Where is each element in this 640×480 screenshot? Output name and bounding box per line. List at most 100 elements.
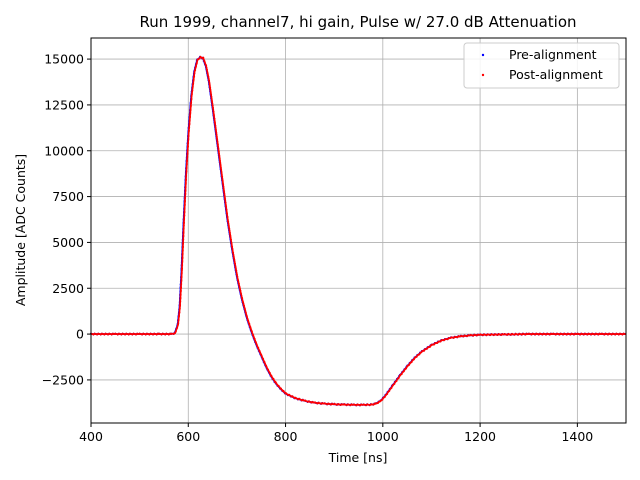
data-point (215, 128, 217, 131)
data-point (256, 345, 259, 348)
data-point (181, 259, 184, 262)
data-point (175, 330, 177, 333)
data-point (214, 126, 217, 129)
data-point (182, 224, 185, 227)
data-point (235, 269, 238, 272)
data-point (384, 396, 386, 398)
data-point (218, 156, 221, 158)
data-point (496, 334, 499, 337)
x-axis-ticks: 400 600 800 1000 1200 1400 (79, 423, 593, 444)
legend-marker-pre-alignment (481, 53, 485, 57)
data-point (272, 377, 275, 380)
data-point (302, 398, 304, 401)
data-point (182, 241, 185, 244)
data-point (316, 402, 319, 405)
data-point (181, 252, 184, 255)
data-point (185, 170, 188, 172)
data-point (155, 333, 158, 336)
data-point (277, 384, 280, 387)
data-point (213, 117, 216, 120)
data-point (214, 121, 216, 124)
data-point (610, 333, 613, 336)
data-point (179, 293, 182, 296)
data-point (231, 250, 234, 252)
data-point (377, 402, 379, 405)
data-point (227, 222, 230, 225)
data-point (222, 185, 225, 188)
data-point (183, 207, 186, 209)
data-point (236, 277, 239, 280)
data-point (190, 104, 192, 107)
data-point (288, 393, 291, 396)
data-point (177, 318, 180, 321)
x-tick-label: 1000 (367, 429, 399, 444)
data-point (265, 365, 268, 368)
data-point (185, 166, 188, 169)
data-point (205, 66, 208, 69)
data-point (278, 386, 281, 389)
data-point (107, 333, 109, 336)
x-axis-label: Time [ns] (328, 450, 388, 465)
data-point (326, 403, 329, 406)
data-point (184, 199, 186, 202)
data-point (191, 93, 193, 95)
data-point (92, 333, 95, 336)
data-point (230, 240, 233, 243)
data-point (176, 326, 179, 329)
data-point (209, 86, 212, 89)
data-point (210, 99, 213, 102)
data-point (262, 357, 265, 360)
data-point (206, 68, 208, 71)
data-point (188, 122, 191, 125)
data-point (593, 333, 596, 336)
data-point (235, 267, 237, 270)
data-point (268, 371, 271, 374)
data-point (141, 333, 143, 336)
data-point (355, 404, 358, 407)
data-point (198, 57, 201, 60)
plot-area (91, 38, 626, 423)
data-point (210, 97, 213, 100)
data-point (234, 264, 237, 267)
data-point (381, 398, 384, 401)
x-tick-label: 600 (176, 429, 200, 444)
data-point (439, 340, 442, 343)
data-point (186, 155, 189, 158)
data-point (386, 393, 389, 395)
data-point (245, 313, 248, 316)
data-point (209, 92, 212, 94)
data-point (307, 401, 309, 403)
data-point (506, 334, 509, 336)
data-point (573, 333, 576, 336)
data-point (226, 217, 229, 219)
data-point (202, 58, 205, 61)
data-point (221, 175, 224, 178)
data-point (189, 115, 191, 118)
data-point (233, 260, 236, 263)
data-point (185, 178, 187, 181)
data-point (590, 333, 593, 336)
data-point (513, 334, 516, 336)
data-point (207, 75, 210, 78)
data-point (524, 333, 527, 336)
data-point (240, 294, 243, 297)
data-point (188, 129, 190, 132)
data-point (207, 77, 210, 80)
data-point (184, 182, 187, 184)
data-point (246, 317, 249, 320)
data-point (232, 253, 235, 256)
data-point (276, 383, 279, 386)
data-point (225, 207, 228, 209)
data-point (485, 334, 488, 337)
y-tick-label: 5000 (52, 235, 84, 250)
data-point (336, 404, 338, 406)
data-point (400, 373, 403, 375)
data-point (521, 333, 523, 336)
y-tick-label: 10000 (44, 143, 84, 158)
data-point (182, 238, 185, 241)
data-point (224, 203, 227, 206)
data-point (183, 221, 185, 224)
data-point (152, 333, 154, 336)
data-point (388, 390, 391, 392)
